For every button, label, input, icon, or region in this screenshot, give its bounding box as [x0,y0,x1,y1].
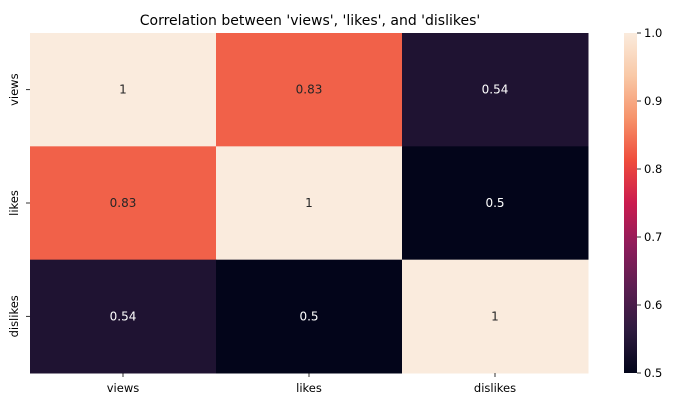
cell-value-label: 0.54 [482,83,509,97]
x-tick-label: dislikes [474,381,516,395]
heatmap-cell [402,146,589,261]
heatmap-cell [30,259,217,374]
heatmap-cell [402,259,589,374]
x-axis: views likes dislikes [107,373,516,395]
x-tick-label: views [107,381,139,395]
heatmap-cells: 1 0.83 0.54 0.83 1 0.5 0.54 0.5 1 [30,33,589,374]
cell-value-label: 1 [491,309,499,323]
colorbar-tick-label: 0.9 [644,94,662,108]
cell-value-label: 0.5 [299,309,318,323]
colorbar-tick-label: 0.8 [644,162,662,176]
x-tick-label: likes [296,381,322,395]
colorbar [624,33,637,373]
y-tick-label: views [7,73,21,105]
colorbar-tick-label: 1.0 [644,26,662,40]
colorbar-tick-label: 0.5 [644,366,662,380]
colorbar-tick-label: 0.7 [644,230,662,244]
heatmap-cell [216,259,403,374]
colorbar-tick-label: 0.6 [644,298,662,312]
heatmap-cell [216,146,403,261]
heatmap-cell [30,146,217,261]
chart-title: Correlation between 'views', 'likes', an… [140,13,481,29]
heatmap-cell [402,33,589,147]
y-axis: views likes dislikes [7,73,30,337]
cell-value-label: 1 [119,83,127,97]
cell-value-label: 0.83 [296,83,323,97]
cell-value-label: 0.83 [110,196,137,210]
y-tick-label: likes [7,190,21,216]
cell-value-label: 1 [305,196,313,210]
colorbar-axis: 0.5 0.6 0.7 0.8 0.9 1.0 [637,26,662,380]
heatmap-cell [30,33,217,147]
y-tick-label: dislikes [7,295,21,337]
cell-value-label: 0.54 [110,309,137,323]
heatmap-cell [216,33,403,147]
cell-value-label: 0.5 [485,196,504,210]
